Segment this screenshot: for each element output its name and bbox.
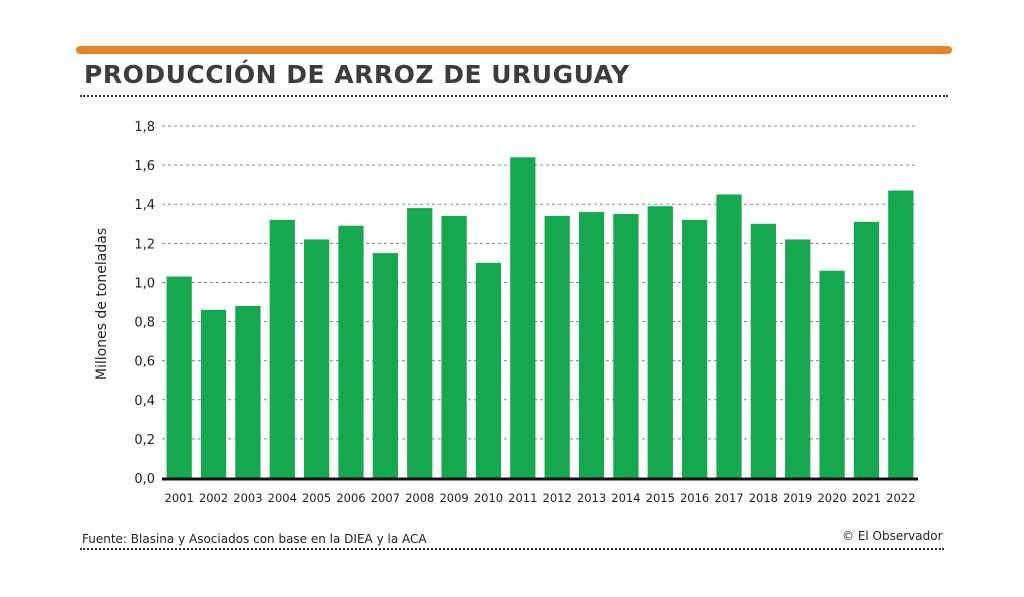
x-tick-labels: 2001 2002 2003 2004 2005 2006 2007 2008 2009 2010… xyxy=(165,491,916,505)
y-tick-label: 0,2 xyxy=(134,433,155,448)
x-tick-label: 2004 xyxy=(268,491,297,505)
x-tick-label: 2015 xyxy=(646,491,675,505)
bar-2020 xyxy=(819,270,845,478)
x-tick-label: 2012 xyxy=(543,491,572,505)
x-tick-label: 2013 xyxy=(577,491,606,505)
x-tick-label: 2020 xyxy=(817,491,846,505)
x-tick-label: 2014 xyxy=(611,491,640,505)
bar-2017 xyxy=(716,194,742,478)
y-tick-label: 1,6 xyxy=(134,159,155,174)
chart-title: PRODUCCIÓN DE ARROZ DE URUGUAY xyxy=(84,60,630,89)
y-tick-label: 1,8 xyxy=(134,120,155,135)
x-tick-label: 2003 xyxy=(233,491,262,505)
bar-2015 xyxy=(647,206,673,478)
bar-2018 xyxy=(750,223,776,478)
bar-2011 xyxy=(510,157,536,479)
x-tick-label: 2001 xyxy=(165,491,194,505)
copyright-credit: © El Observador xyxy=(842,529,943,543)
x-tick-label: 2018 xyxy=(749,491,778,505)
x-tick-label: 2016 xyxy=(680,491,709,505)
bars xyxy=(166,157,914,479)
x-tick-label: 2011 xyxy=(508,491,537,505)
bar-2003 xyxy=(235,305,261,478)
bar-2013 xyxy=(578,212,605,479)
bar-2022 xyxy=(888,190,914,479)
title-divider xyxy=(80,95,948,97)
y-tick-label: 1,0 xyxy=(134,276,155,291)
footer-divider xyxy=(80,548,944,550)
bar-2006 xyxy=(338,225,364,478)
x-tick-label: 2022 xyxy=(886,491,915,505)
x-tick-label: 2010 xyxy=(474,491,503,505)
x-tick-label: 2021 xyxy=(852,491,881,505)
x-tick-label: 2007 xyxy=(371,491,400,505)
x-tick-label: 2002 xyxy=(199,491,228,505)
bar-2004 xyxy=(269,219,295,478)
bar-2005 xyxy=(304,239,330,478)
x-tick-label: 2006 xyxy=(336,491,365,505)
y-tick-label: 0,6 xyxy=(134,355,155,370)
y-tick-label: 0,4 xyxy=(134,394,155,409)
accent-bar xyxy=(76,46,952,54)
y-tick-label: 0,0 xyxy=(134,472,155,487)
bar-2002 xyxy=(200,309,227,478)
y-tick-label: 0,8 xyxy=(134,316,155,331)
bar-2012 xyxy=(544,215,570,478)
bar-2016 xyxy=(682,219,708,478)
y-tick-label: 1,2 xyxy=(134,237,155,252)
bar-2010 xyxy=(475,262,502,478)
x-tick-label: 2009 xyxy=(439,491,468,505)
x-tick-label: 2017 xyxy=(714,491,743,505)
bar-2009 xyxy=(441,215,467,478)
bar-2008 xyxy=(407,208,433,478)
y-tick-labels: 0,0 0,2 0,4 0,6 0,8 1,0 1,2 1,4 1,6 1,8 xyxy=(134,120,155,487)
x-tick-label: 2019 xyxy=(783,491,812,505)
source-note: Fuente: Blasina y Asociados con base en … xyxy=(82,532,427,546)
bar-2014 xyxy=(613,214,639,478)
y-tick-label: 1,4 xyxy=(134,198,155,213)
bar-2007 xyxy=(372,253,398,478)
x-tick-label: 2005 xyxy=(302,491,331,505)
y-axis-label: Millones de toneladas xyxy=(94,228,110,380)
bar-2021 xyxy=(853,221,880,479)
bar-2019 xyxy=(785,239,811,478)
bar-2001 xyxy=(166,276,192,478)
x-tick-label: 2008 xyxy=(405,491,434,505)
